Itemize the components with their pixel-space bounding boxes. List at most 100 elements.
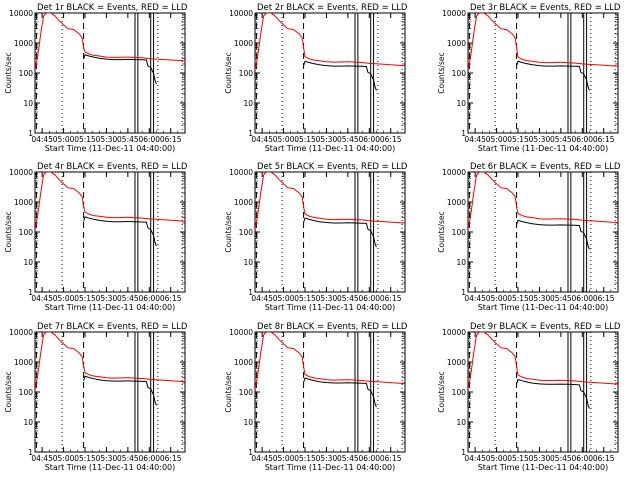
x-tick-label: 05:45 bbox=[550, 135, 572, 144]
events-early-segment bbox=[35, 333, 37, 336]
y-tick-label: 10 bbox=[456, 99, 466, 108]
x-tick-label: 06:15 bbox=[593, 135, 615, 144]
x-tick-label: 06:00 bbox=[358, 294, 380, 303]
plot-frame bbox=[254, 171, 406, 293]
events-early-segment bbox=[468, 14, 470, 17]
x-tick-label: 05:00 bbox=[53, 135, 75, 144]
y-tick-label: 100 bbox=[452, 228, 467, 237]
x-tick-label: 05:00 bbox=[486, 294, 508, 303]
plot-area bbox=[255, 13, 405, 133]
events-early-segment bbox=[35, 173, 37, 176]
events-early-segment bbox=[468, 173, 470, 176]
x-tick-label: 05:30 bbox=[316, 294, 338, 303]
x-tick-label: 05:15 bbox=[74, 135, 96, 144]
plot-area bbox=[35, 13, 185, 133]
y-tick-label: 1 bbox=[248, 448, 253, 457]
y-tick-label: 1000 bbox=[447, 39, 466, 48]
x-tick-label: 06:15 bbox=[160, 454, 182, 463]
plot-area bbox=[468, 13, 618, 133]
x-tick-label: 04:45 bbox=[464, 135, 486, 144]
x-axis-label: Start Time (11-Dec-11 04:40:00) bbox=[45, 463, 176, 472]
detector-panel-5r: Det 5r BLACK = Events, RED = LLD 1 10 100 10… bbox=[224, 162, 408, 312]
y-tick-label: 1 bbox=[28, 288, 33, 297]
y-tick-label: 10000 bbox=[442, 168, 466, 177]
y-tick-label: 1 bbox=[461, 288, 466, 297]
panel-title: Det 7r BLACK = Events, RED = LLD bbox=[37, 322, 188, 332]
x-axis-label: Start Time (11-Dec-11 04:40:00) bbox=[265, 303, 396, 312]
x-tick-label: 05:15 bbox=[74, 294, 96, 303]
panel-title: Det 1r BLACK = Events, RED = LLD bbox=[37, 3, 188, 13]
y-tick-label: 10000 bbox=[229, 328, 253, 337]
x-tick-label: 06:00 bbox=[358, 135, 380, 144]
x-tick-label: 05:45 bbox=[550, 454, 572, 463]
x-tick-label: 04:45 bbox=[251, 294, 273, 303]
x-tick-label: 05:30 bbox=[96, 454, 118, 463]
x-tick-label: 05:45 bbox=[117, 135, 139, 144]
x-tick-label: 05:30 bbox=[316, 135, 338, 144]
y-tick-label: 1000 bbox=[234, 358, 253, 367]
plot-area bbox=[468, 172, 618, 292]
x-tick-label: 05:15 bbox=[507, 454, 529, 463]
x-tick-label: 05:00 bbox=[273, 135, 295, 144]
plot-area bbox=[255, 172, 405, 292]
x-tick-label: 05:00 bbox=[486, 454, 508, 463]
lld-series-line bbox=[255, 13, 405, 71]
events-series-line bbox=[516, 219, 590, 250]
x-axis-label: Start Time (11-Dec-11 04:40:00) bbox=[265, 463, 396, 472]
plot-frame bbox=[34, 171, 186, 293]
x-tick-label: 05:00 bbox=[53, 454, 75, 463]
lld-series-line bbox=[255, 172, 405, 230]
y-tick-label: 1000 bbox=[447, 358, 466, 367]
y-tick-label: 100 bbox=[452, 69, 467, 78]
y-tick-label: 10 bbox=[243, 258, 253, 267]
x-axis-label: Start Time (11-Dec-11 04:40:00) bbox=[478, 144, 609, 153]
x-tick-label: 05:45 bbox=[117, 454, 139, 463]
plot-frame bbox=[254, 12, 406, 134]
x-tick-label: 04:45 bbox=[251, 135, 273, 144]
lld-series-line bbox=[255, 332, 405, 390]
events-series-line bbox=[83, 375, 157, 406]
x-axis-label: Start Time (11-Dec-11 04:40:00) bbox=[45, 144, 176, 153]
events-early-segment bbox=[35, 14, 37, 17]
y-tick-label: 1 bbox=[248, 129, 253, 138]
lld-series-line bbox=[35, 172, 185, 230]
panel-title: Det 4r BLACK = Events, RED = LLD bbox=[37, 162, 188, 172]
y-tick-label: 10 bbox=[243, 418, 253, 427]
x-axis-label: Start Time (11-Dec-11 04:40:00) bbox=[265, 144, 396, 153]
x-tick-label: 06:15 bbox=[593, 294, 615, 303]
detector-panel-2r: Det 2r BLACK = Events, RED = LLD 1 10 100 10… bbox=[224, 3, 408, 153]
y-tick-label: 100 bbox=[19, 228, 34, 237]
panel-title: Det 3r BLACK = Events, RED = LLD bbox=[470, 3, 621, 13]
y-tick-label: 1000 bbox=[234, 198, 253, 207]
lld-series-line bbox=[35, 332, 185, 390]
x-tick-label: 05:00 bbox=[486, 135, 508, 144]
panel-title: Det 8r BLACK = Events, RED = LLD bbox=[257, 322, 408, 332]
x-tick-label: 05:30 bbox=[96, 294, 118, 303]
y-axis-label: Counts/sec bbox=[437, 52, 446, 93]
x-tick-label: 06:15 bbox=[593, 454, 615, 463]
x-tick-label: 06:00 bbox=[138, 294, 160, 303]
panel-title: Det 6r BLACK = Events, RED = LLD bbox=[470, 162, 621, 172]
x-tick-label: 04:45 bbox=[251, 454, 273, 463]
detector-panel-9r: Det 9r BLACK = Events, RED = LLD 1 10 100 10… bbox=[437, 322, 621, 472]
events-series-line bbox=[303, 217, 377, 248]
y-tick-label: 1000 bbox=[234, 39, 253, 48]
events-series-line bbox=[303, 60, 377, 91]
detector-panel-4r: Det 4r BLACK = Events, RED = LLD 1 10 100 10… bbox=[4, 162, 188, 312]
x-tick-label: 04:45 bbox=[464, 294, 486, 303]
y-tick-label: 10 bbox=[456, 418, 466, 427]
y-tick-label: 1000 bbox=[14, 358, 33, 367]
x-tick-label: 04:45 bbox=[31, 454, 53, 463]
y-tick-label: 100 bbox=[19, 69, 34, 78]
plot-frame bbox=[467, 171, 619, 293]
panel-title: Det 5r BLACK = Events, RED = LLD bbox=[257, 162, 408, 172]
x-tick-label: 06:00 bbox=[138, 454, 160, 463]
y-axis-label: Counts/sec bbox=[224, 52, 233, 93]
y-tick-label: 10 bbox=[23, 418, 33, 427]
y-tick-label: 10000 bbox=[9, 9, 33, 18]
plot-area bbox=[35, 332, 185, 452]
events-series-line bbox=[83, 216, 157, 247]
y-tick-label: 1000 bbox=[14, 39, 33, 48]
x-tick-label: 04:45 bbox=[31, 135, 53, 144]
